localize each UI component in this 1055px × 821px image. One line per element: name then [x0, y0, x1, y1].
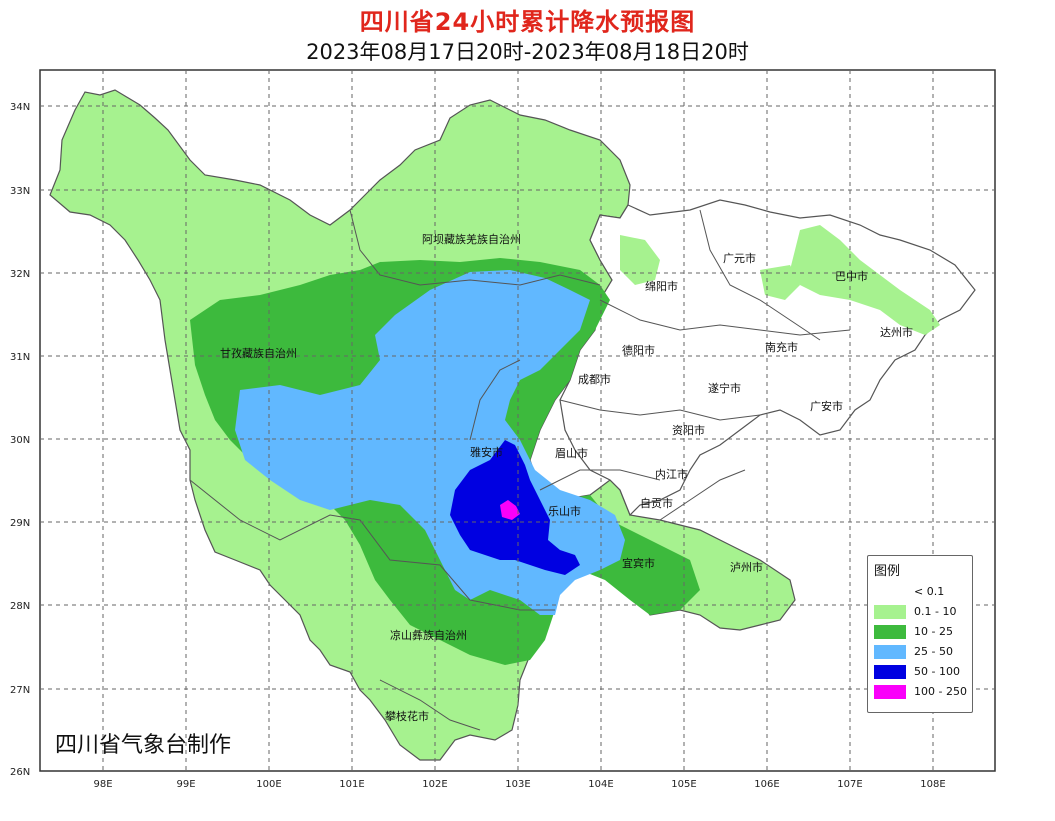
lon-label: 106E	[754, 779, 779, 790]
legend-label: 0.1 - 10	[914, 605, 957, 618]
lat-label: 27N	[10, 685, 30, 696]
legend-title: 图例	[874, 564, 901, 579]
city-label-meishan: 眉山市	[555, 446, 588, 460]
longitude-labels: 98E 99E 100E 101E 102E 103E 104E 105E 10…	[93, 779, 945, 790]
latitude-labels: 34N 33N 32N 31N 30N 29N 28N 27N 26N	[10, 102, 30, 778]
city-label-guangyuan: 广元市	[723, 251, 756, 265]
city-label-mianyang: 绵阳市	[645, 279, 678, 293]
city-label-leshan: 乐山市	[548, 504, 581, 518]
lat-label: 32N	[10, 269, 30, 280]
city-label-guangan: 广安市	[810, 399, 843, 413]
legend-item: 0.1 - 10	[874, 604, 970, 620]
lon-label: 98E	[93, 779, 112, 790]
lon-label: 103E	[505, 779, 530, 790]
map-title: 四川省24小时累计降水预报图	[359, 8, 696, 36]
city-label-suining: 遂宁市	[708, 381, 741, 395]
prefecture-label-liangshan: 凉山彝族自治州	[390, 628, 467, 642]
lon-label: 108E	[920, 779, 945, 790]
lon-label: 99E	[176, 779, 195, 790]
legend-swatch	[874, 645, 906, 659]
lat-label: 33N	[10, 186, 30, 197]
legend-item: 25 - 50	[874, 644, 970, 660]
city-label-zigong: 自贡市	[640, 496, 673, 510]
legend-swatch	[874, 665, 906, 679]
admin-boundaries	[189, 209, 851, 731]
city-label-ziyang: 资阳市	[672, 423, 705, 437]
city-label-neijiang: 内江市	[655, 467, 688, 481]
legend: 图例 < 0.1 0.1 - 10 10 - 25 25 - 50 50 - 1…	[867, 555, 973, 713]
legend-item: 50 - 100	[874, 664, 970, 680]
lat-label: 28N	[10, 601, 30, 612]
legend-label: 100 - 250	[914, 685, 967, 698]
legend-item: < 0.1	[874, 584, 970, 600]
legend-swatch	[874, 585, 906, 599]
city-label-luzhou: 泸州市	[730, 560, 763, 574]
city-label-panzhihua: 攀枝花市	[385, 709, 429, 723]
lat-label: 26N	[10, 767, 30, 778]
credit-label: 四川省气象台制作	[55, 733, 232, 758]
map-subtitle: 2023年08月17日20时-2023年08月18日20时	[306, 40, 749, 64]
city-label-yaan: 雅安市	[470, 445, 503, 459]
lon-label: 104E	[588, 779, 613, 790]
lat-label: 29N	[10, 518, 30, 529]
region-magenta	[500, 500, 520, 520]
legend-item: 100 - 250	[874, 684, 970, 700]
legend-label: 50 - 100	[914, 665, 960, 678]
legend-swatch	[874, 685, 906, 699]
lon-label: 102E	[422, 779, 447, 790]
legend-swatch	[874, 625, 906, 639]
lon-label: 100E	[256, 779, 281, 790]
lon-label: 101E	[339, 779, 364, 790]
city-label-chengdu: 成都市	[578, 372, 611, 386]
city-label-nanchong: 南充市	[765, 340, 798, 354]
lat-label: 34N	[10, 102, 30, 113]
prefecture-label-ganzi: 甘孜藏族自治州	[220, 346, 297, 360]
city-label-dazhou: 达州市	[880, 325, 913, 339]
lon-label: 105E	[671, 779, 696, 790]
patch-east-1	[790, 225, 940, 335]
legend-item: 10 - 25	[874, 624, 970, 640]
prefecture-label-aba: 阿坝藏族羌族自治州	[422, 232, 521, 246]
legend-label: < 0.1	[914, 585, 945, 598]
city-label-bazhong: 巴中市	[835, 269, 868, 283]
legend-swatch	[874, 605, 906, 619]
legend-label: 25 - 50	[914, 645, 953, 658]
patch-east-3	[760, 265, 800, 300]
legend-label: 10 - 25	[914, 625, 953, 638]
lat-label: 30N	[10, 435, 30, 446]
lon-label: 107E	[837, 779, 862, 790]
city-label-yibin: 宜宾市	[622, 556, 655, 570]
lat-label: 31N	[10, 352, 30, 363]
city-label-deyang: 德阳市	[622, 343, 655, 357]
